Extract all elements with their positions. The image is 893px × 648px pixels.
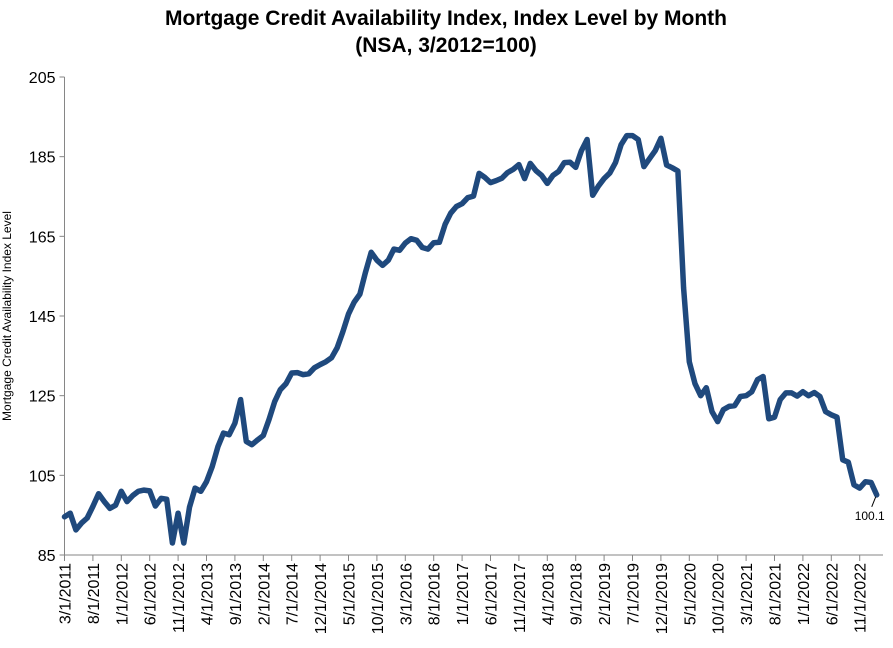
x-tick-label: 11/1/2022 — [853, 563, 870, 633]
x-tick-label: 3/1/2021 — [739, 563, 756, 625]
x-tick-label: 5/1/2020 — [682, 563, 699, 625]
chart-title-line2: (NSA, 3/2012=100) — [355, 34, 537, 57]
x-tick-label: 7/1/2019 — [626, 563, 643, 625]
y-tick-label: 145 — [29, 309, 56, 326]
y-tick-label: 125 — [29, 389, 56, 406]
x-tick-label: 2/1/2014 — [256, 563, 273, 625]
y-tick-label: 85 — [38, 548, 56, 565]
x-tick-label: 6/1/2012 — [143, 563, 160, 625]
y-axis-label: Mortgage Credit Availability Index Level — [0, 211, 14, 421]
series-layer — [61, 132, 880, 546]
x-tick-label: 1/1/2017 — [455, 563, 472, 625]
x-tick-label: 8/1/2011 — [86, 563, 103, 624]
x-tick-label: 9/1/2013 — [228, 563, 245, 625]
x-tick-label: 6/1/2017 — [484, 563, 501, 625]
x-tick-label: 1/1/2012 — [114, 563, 131, 625]
x-tick-label: 4/1/2013 — [200, 563, 217, 625]
x-tick-label: 10/1/2020 — [711, 563, 728, 634]
y-axis-ticks: 85 105 125 145 165 185 205 — [29, 70, 65, 565]
x-tick-label: 11/1/2017 — [512, 563, 529, 633]
x-tick-label: 9/1/2018 — [569, 563, 586, 625]
y-tick-label: 205 — [29, 70, 56, 87]
annotation-layer: 100.1 — [855, 496, 885, 523]
x-tick-label: 3/1/2011 — [58, 563, 75, 624]
x-tick-label: 2/1/2019 — [597, 563, 614, 625]
x-tick-label: 5/1/2015 — [342, 563, 359, 625]
chart-title-line1: Mortgage Credit Availability Index, Inde… — [165, 7, 727, 30]
series-line-mcai — [61, 132, 880, 546]
x-tick-label: 8/1/2021 — [768, 563, 785, 625]
axes — [64, 77, 883, 556]
data-label-last-value: 100.1 — [855, 509, 885, 523]
y-tick-label: 105 — [29, 468, 56, 485]
x-tick-label: 10/1/2015 — [370, 563, 387, 634]
x-tick-label: 8/1/2016 — [427, 563, 444, 625]
x-tick-label: 1/1/2022 — [796, 563, 813, 625]
y-tick-label: 165 — [29, 229, 56, 246]
x-tick-label: 11/1/2012 — [171, 563, 188, 633]
x-axis-ticks: 3/1/2011 8/1/2011 1/1/2012 6/1/2012 11/1/201… — [58, 555, 870, 634]
x-tick-label: 3/1/2016 — [398, 563, 415, 625]
data-label-leader-line — [871, 496, 877, 508]
x-tick-label: 12/1/2019 — [654, 563, 671, 634]
x-tick-label: 6/1/2022 — [824, 563, 841, 625]
y-tick-label: 185 — [29, 150, 56, 167]
x-tick-label: 4/1/2018 — [540, 563, 557, 625]
x-tick-label: 7/1/2014 — [285, 563, 302, 625]
x-tick-label: 12/1/2014 — [313, 563, 330, 634]
